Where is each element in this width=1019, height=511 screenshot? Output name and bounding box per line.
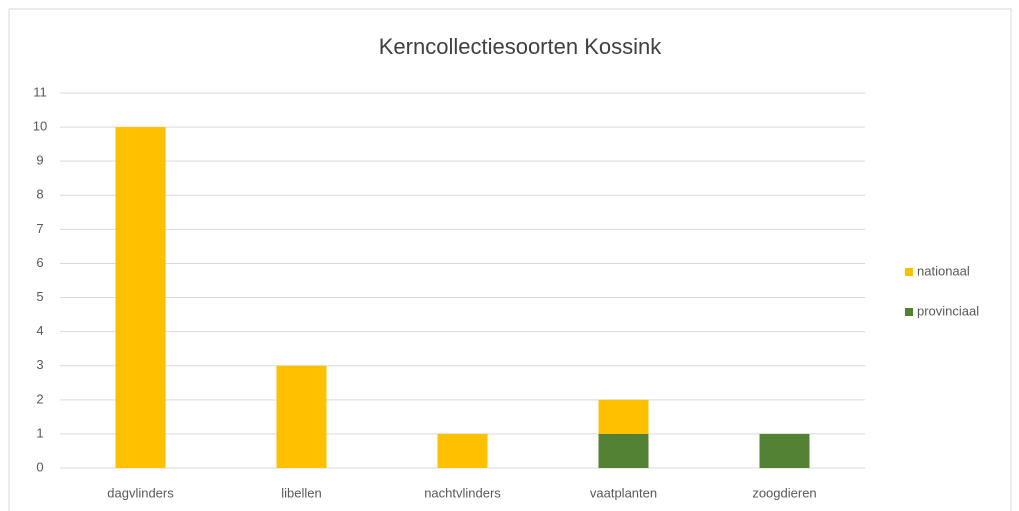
y-tick-label: 4 bbox=[36, 323, 43, 338]
y-tick-label: 2 bbox=[36, 391, 43, 406]
y-tick-label: 6 bbox=[36, 255, 43, 270]
chart-title: Kerncollectiesoorten Kossink bbox=[379, 34, 662, 59]
bar bbox=[759, 433, 810, 468]
y-tick-label: 8 bbox=[36, 187, 43, 202]
x-tick-label: dagvlinders bbox=[107, 485, 174, 500]
bar bbox=[437, 433, 488, 468]
y-tick-label: 5 bbox=[36, 289, 43, 304]
x-tick-label: vaatplanten bbox=[590, 485, 657, 500]
x-tick-label: zoogdieren bbox=[752, 485, 816, 500]
y-tick-label: 1 bbox=[36, 425, 43, 440]
bar bbox=[276, 365, 327, 468]
y-tick-label: 10 bbox=[33, 119, 47, 134]
y-tick-label: 3 bbox=[36, 357, 43, 372]
bar bbox=[598, 399, 649, 434]
legend-swatch bbox=[905, 268, 913, 276]
bar bbox=[115, 127, 166, 468]
y-tick-label: 7 bbox=[36, 221, 43, 236]
x-tick-label: libellen bbox=[281, 485, 321, 500]
bar bbox=[598, 433, 649, 468]
y-tick-label: 0 bbox=[36, 459, 43, 474]
legend-swatch bbox=[905, 308, 913, 316]
y-tick-label: 9 bbox=[36, 153, 43, 168]
legend-label: provinciaal bbox=[917, 303, 979, 318]
y-tick-label: 11 bbox=[33, 84, 47, 99]
x-tick-label: nachtvlinders bbox=[424, 485, 501, 500]
legend-label: nationaal bbox=[917, 263, 970, 278]
